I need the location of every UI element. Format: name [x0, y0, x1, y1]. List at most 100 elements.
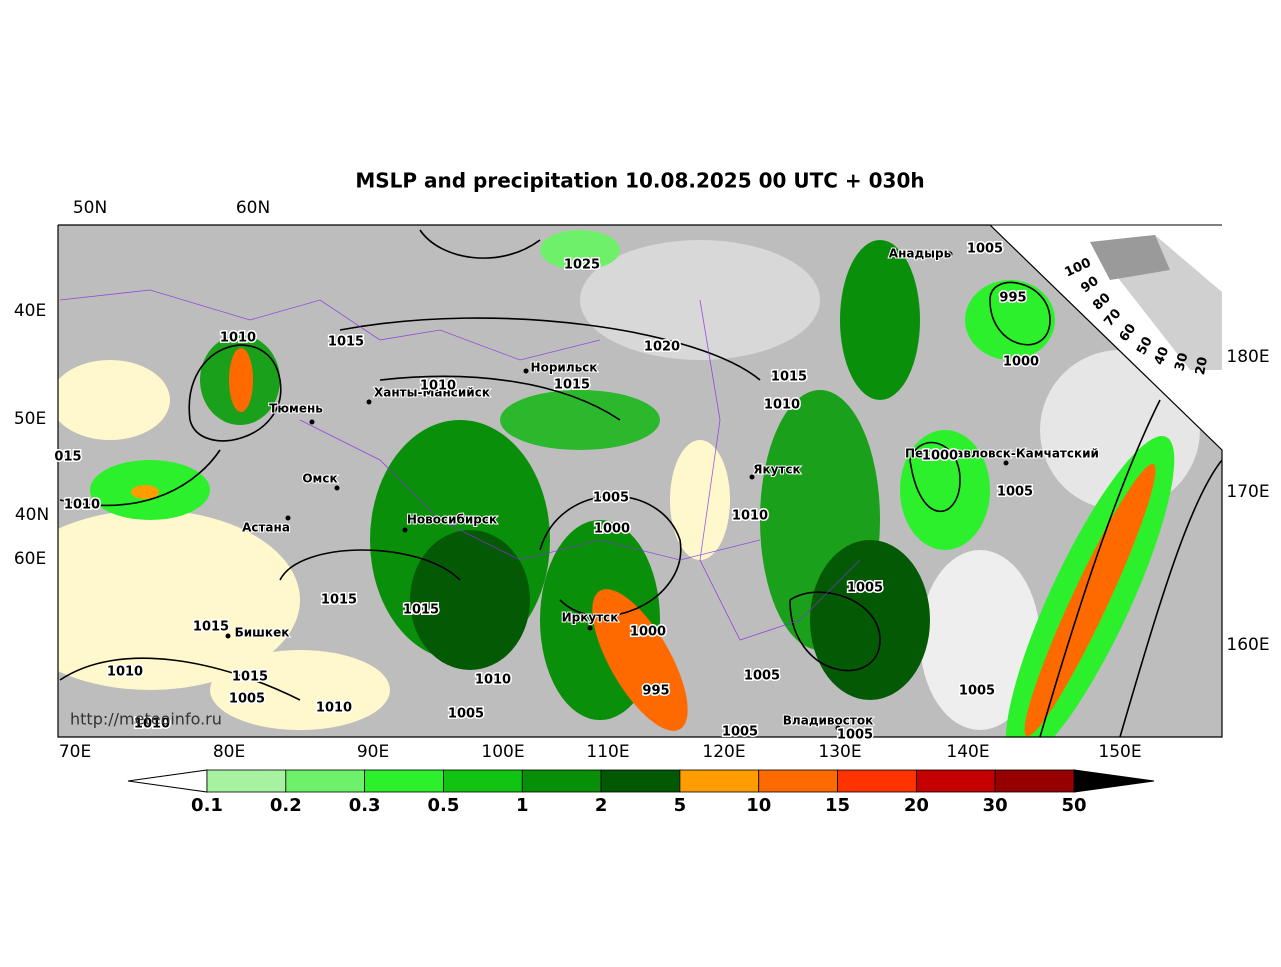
- city-name: Анадырь: [889, 247, 952, 261]
- city-dot: [334, 485, 340, 491]
- city-name: Тюмень: [269, 402, 323, 416]
- wedge-label: 60: [1117, 321, 1140, 344]
- city-dot: [366, 399, 372, 405]
- isobar-label: 1005: [997, 485, 1033, 500]
- city-dot: [587, 625, 593, 631]
- isobar-label: 1015: [403, 603, 439, 618]
- map-title: MSLP and precipitation 10.08.2025 00 UTC…: [355, 169, 924, 193]
- colorbar-box: [285, 769, 366, 793]
- isobar-label: 1005: [448, 707, 484, 722]
- colorbar-tick-label: 50: [1061, 795, 1086, 816]
- city-name: Омск: [302, 472, 337, 486]
- colorbar-box: [679, 769, 760, 793]
- isobar-label: 995: [642, 684, 669, 699]
- isobar-label: 1025: [564, 258, 600, 273]
- isobar-label: 015: [54, 450, 81, 465]
- colorbar-tick-label: 1: [516, 795, 529, 816]
- isobar-label: 1000: [922, 449, 958, 464]
- grid-label: 70E: [59, 742, 91, 762]
- isobar-label: 1015: [321, 593, 357, 608]
- city-dot: [309, 419, 315, 425]
- colorbar-box: [443, 769, 523, 793]
- isobar-label: 1020: [644, 340, 680, 355]
- city-name: Ханты-Мансийск: [374, 386, 490, 400]
- isobar-label: 1010: [107, 665, 143, 680]
- wedge-label: 40: [1152, 345, 1173, 367]
- grid-label: 120E: [702, 742, 745, 762]
- isobar-label: 1010: [475, 673, 511, 688]
- city-name: Петропавловск-Камчатский: [905, 447, 1099, 461]
- grid-label: 50N: [73, 198, 107, 218]
- city-dot: [523, 368, 529, 374]
- colorbar-box: [206, 769, 287, 793]
- isobar-label: 1005: [593, 491, 629, 506]
- isobar-label: 1005: [967, 242, 1003, 257]
- isobar-label: 1010: [316, 701, 352, 716]
- colorbar-box: [837, 769, 917, 793]
- grid-label: 80E: [213, 742, 245, 762]
- wedge-label: 70: [1101, 306, 1124, 330]
- isobar-label: 1000: [594, 522, 630, 537]
- grid-label: 40E: [14, 301, 46, 321]
- watermark: http://meteoinfo.ru: [70, 710, 222, 729]
- grid-label: 140E: [946, 742, 989, 762]
- grid-label: 50E: [14, 409, 46, 429]
- isobar-label: 1010: [64, 498, 100, 513]
- colorbar-tick-label: 30: [983, 795, 1008, 816]
- isobar-label: 1005: [744, 669, 780, 684]
- colorbar-under: [127, 769, 208, 793]
- city-name: Норильск: [531, 361, 598, 375]
- grid-label: 150E: [1098, 742, 1141, 762]
- isobar-label: 1000: [1003, 355, 1039, 370]
- grid-label: 60E: [14, 549, 46, 569]
- isobar-label: 1015: [232, 670, 268, 685]
- grid-label: 110E: [586, 742, 629, 762]
- colorbar-tick-label: 0.3: [349, 795, 381, 816]
- colorbar-tick-label: 5: [674, 795, 687, 816]
- colorbar-tick-label: 0.1: [191, 795, 223, 816]
- isobar-label: 1010: [420, 379, 456, 394]
- isobar-label: 1015: [328, 335, 364, 350]
- city-name: Астана: [242, 521, 290, 535]
- grid-label: 40N: [15, 505, 49, 525]
- wedge-label: 30: [1172, 351, 1191, 372]
- isobar-label: 1015: [193, 620, 229, 635]
- colorbar-over: [1073, 769, 1155, 793]
- colorbar-tick-label: 2: [595, 795, 608, 816]
- city-dot: [225, 633, 231, 639]
- isobar-label: 1000: [630, 625, 666, 640]
- colorbar-box: [915, 769, 996, 793]
- isobar-label: 1005: [229, 692, 265, 707]
- grid-label: 130E: [818, 742, 861, 762]
- city-dot: [285, 515, 291, 521]
- colorbar-tick-label: 15: [825, 795, 850, 816]
- isobar-label: 1015: [554, 378, 590, 393]
- wedge-label: 50: [1134, 334, 1156, 357]
- grid-label: 90E: [357, 742, 389, 762]
- isobar-label: 1010: [764, 398, 800, 413]
- city-name: Владивосток: [783, 714, 873, 728]
- colorbar: 0.1 0.2 0.3 0.5 1 2 5 10 15 20 30 50: [127, 769, 1155, 816]
- isobar-label: 1015: [771, 370, 807, 385]
- colorbar-box: [364, 769, 444, 793]
- colorbar-box: [521, 769, 602, 793]
- isobar-label: 1010: [134, 717, 170, 732]
- city-dot: [947, 251, 953, 257]
- isobar-label: 995: [999, 291, 1026, 306]
- city-name: Якутск: [753, 463, 800, 477]
- grid-label: 170E: [1226, 482, 1269, 502]
- colorbar-tick-label: 10: [746, 795, 771, 816]
- colorbar-box: [600, 769, 681, 793]
- isobar-label: 1005: [722, 725, 758, 740]
- grid-label: 160E: [1226, 635, 1269, 655]
- colorbar-box: [758, 769, 838, 793]
- city-name: Иркутск: [562, 611, 619, 625]
- city-dot: [402, 527, 408, 533]
- city-dot: [1003, 460, 1009, 466]
- isobar-label: 1005: [959, 684, 995, 699]
- city-name: Новосибирск: [407, 513, 497, 527]
- grid-label: 60N: [236, 198, 270, 218]
- wind-wedge: [1090, 235, 1222, 370]
- colorbar-tick-label: 0.2: [270, 795, 302, 816]
